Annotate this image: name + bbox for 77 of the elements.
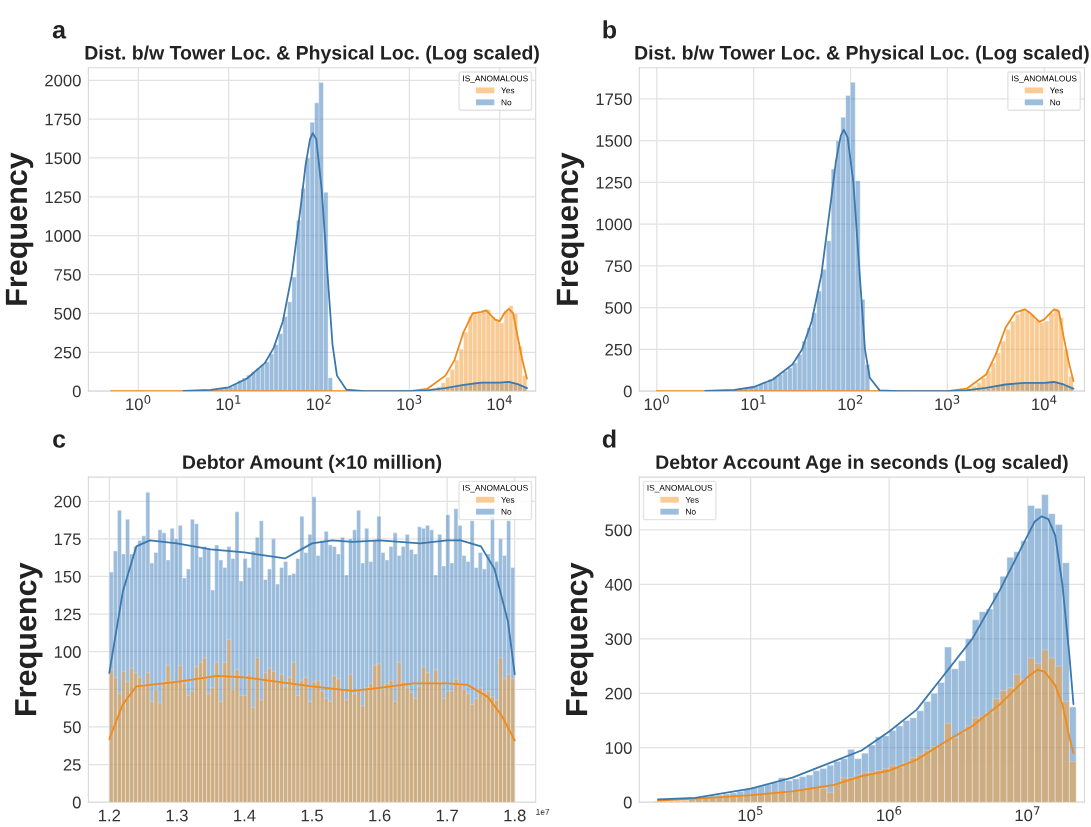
x-tick-label: 10$^{4}$ [487, 395, 512, 411]
y-tick-label: 200 [54, 495, 81, 508]
y-tick-label: 500 [605, 524, 632, 537]
text: b [603, 20, 617, 39]
y-tick-label: 250 [605, 343, 632, 356]
x-tick-label: 10$^{1}$ [216, 395, 241, 411]
y-tick-label: 50 [63, 721, 81, 734]
x-tick-label: 10$^{4}$ [1032, 395, 1057, 411]
y-tick-label: 200 [605, 687, 632, 700]
x-tick-label: 1.7 [436, 809, 458, 822]
y-axis-title: Frequency [556, 152, 585, 305]
y-axis-title: Frequency [566, 562, 594, 715]
legend-label: Yes [501, 87, 515, 94]
y-tick-label: 2000 [45, 74, 81, 87]
y-tick-label: 500 [605, 302, 632, 314]
y-axis-title: Frequency [15, 562, 43, 715]
y-tick-label: 750 [54, 268, 81, 281]
y-tick-label: 1500 [596, 135, 632, 147]
legend-title: IS_ANOMALOUS [463, 75, 528, 84]
y-tick-label: 400 [604, 578, 632, 591]
y-tick-label: 150 [54, 570, 81, 583]
legend-label: Yes [685, 496, 699, 503]
legend-label: Yes [1049, 87, 1064, 94]
y-tick-label: 75 [63, 683, 81, 696]
x-tick-label: 10$^{1}$ [741, 395, 766, 411]
y-tick-label: 25 [63, 758, 81, 771]
legend-label: No [686, 508, 696, 515]
y-tick-label: 1000 [45, 230, 81, 242]
y-tick-label: 750 [605, 260, 632, 273]
legend-title: IS_ANOMALOUS [647, 484, 713, 493]
y-tick-label: 1750 [45, 113, 81, 126]
x-tick-label: 10$^{2}$ [838, 395, 863, 411]
legend-label: Yes [501, 496, 515, 503]
y-axis-title: Frequency [5, 152, 34, 305]
y-tick-label: 1250 [45, 191, 81, 204]
legend-title: IS_ANOMALOUS [1011, 75, 1077, 84]
chart-title: Dist. b/w Tower Loc. & Physical Loc. (Log scaled) [635, 45, 1089, 64]
x-tick-label: 10$^{5}$ [738, 806, 763, 822]
y-tick-label: 100 [54, 646, 81, 658]
y-tick-label: 0 [72, 385, 81, 398]
legend-title: IS_ANOMALOUS [463, 484, 528, 493]
text: 1e7 [536, 809, 550, 815]
y-tick-label: 1750 [596, 93, 632, 106]
y-tick-label: 0 [72, 796, 81, 809]
x-tick-label: 10$^{2}$ [306, 395, 331, 411]
y-tick-label: 1250 [596, 176, 632, 189]
x-tick-label: 10$^{7}$ [1015, 806, 1040, 822]
y-tick-label: 125 [54, 608, 81, 621]
x-tick-label: 10$^{3}$ [397, 395, 422, 411]
x-tick-label: 10$^{3}$ [935, 395, 960, 411]
y-tick-label: 100 [605, 742, 632, 754]
text: d [602, 429, 616, 448]
y-tick-label: 500 [54, 307, 81, 320]
chart-title: Debtor Amount (×10 million) [183, 454, 442, 473]
text: c [53, 434, 66, 448]
y-tick-label: 300 [605, 633, 632, 646]
x-tick-label: 1.3 [166, 809, 188, 822]
chart-title: Debtor Account Age in seconds (Log scaled) [656, 454, 1068, 473]
x-tick-label: 1.6 [369, 809, 391, 822]
y-tick-label: 1000 [596, 218, 632, 231]
chart-title: Dist. b/w Tower Loc. & Physical Loc. (Log scaled) [85, 45, 539, 64]
x-tick-label: 10$^{6}$ [877, 806, 902, 822]
y-tick-label: 0 [623, 385, 632, 398]
text: a [52, 24, 67, 39]
legend-label: No [501, 99, 512, 106]
x-tick-label: 1.5 [301, 809, 323, 822]
legend-label: No [1050, 99, 1061, 106]
x-tick-label: 10$^{0}$ [126, 395, 151, 411]
x-tick-label: 1.8 [504, 809, 526, 822]
y-tick-label: 0 [623, 796, 632, 809]
y-tick-label: 175 [54, 533, 81, 546]
x-tick-label: 1.4 [234, 809, 256, 822]
x-tick-label: 10$^{0}$ [644, 395, 669, 411]
x-tick-label: 1.2 [99, 809, 121, 822]
y-tick-label: 1500 [45, 152, 81, 165]
y-tick-label: 250 [54, 346, 81, 359]
legend-label: No [501, 508, 512, 515]
